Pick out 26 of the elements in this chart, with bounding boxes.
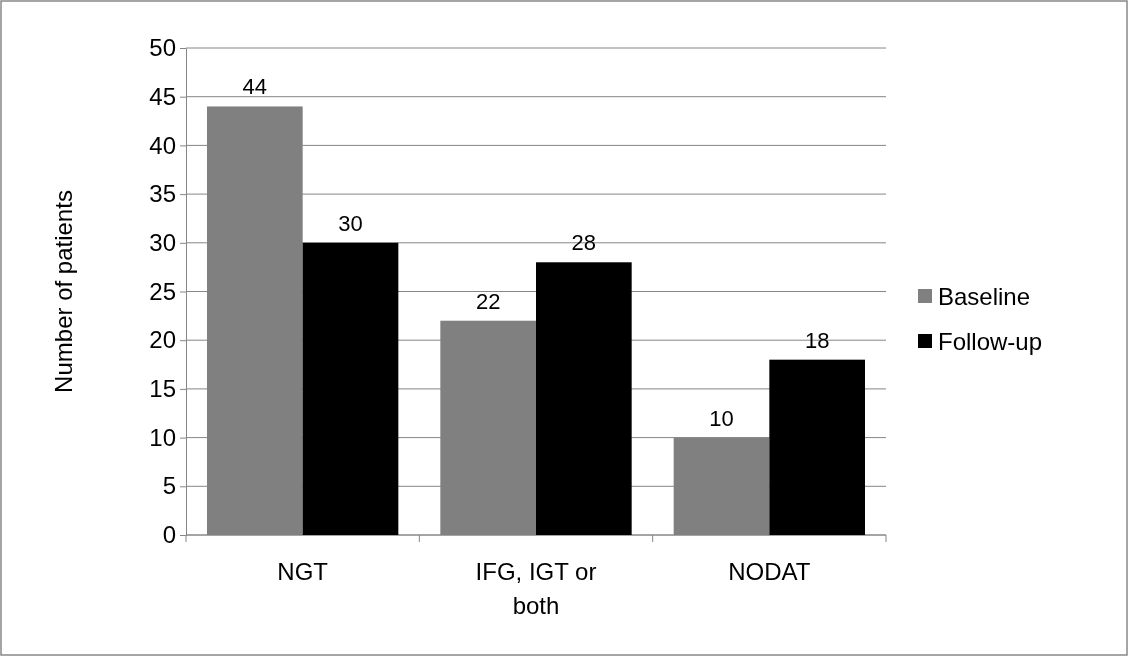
y-tick-label: 35	[149, 180, 176, 208]
y-tick-label: 25	[149, 277, 176, 305]
x-tick-label: NGT	[277, 558, 329, 585]
data-label: 30	[338, 210, 363, 236]
y-tick-label: 10	[149, 423, 176, 451]
bar	[302, 242, 399, 535]
y-axis-title: Number of patients	[50, 190, 77, 393]
data-label: 22	[475, 288, 501, 314]
data-label: 44	[242, 74, 268, 100]
x-tick-label: IFG, IGT or both	[475, 558, 597, 619]
y-tick-label: 40	[149, 131, 176, 159]
data-label: 28	[571, 230, 597, 256]
y-tick-label: 50	[149, 34, 176, 62]
data-label: 18	[804, 327, 830, 353]
legend-label: Baseline	[938, 283, 1031, 310]
y-tick-label: 15	[149, 375, 176, 403]
y-tick-label: 0	[162, 521, 176, 549]
x-tick-label: NODAT	[728, 558, 811, 585]
legend-label: Follow-up	[938, 328, 1043, 355]
bar	[769, 359, 865, 535]
y-tick-label: 30	[149, 228, 176, 256]
y-tick-label: 45	[149, 82, 176, 110]
data-label: 10	[709, 405, 734, 431]
bar	[536, 262, 632, 535]
y-tick-label: 5	[162, 472, 176, 500]
y-tick-label: 20	[149, 326, 176, 354]
